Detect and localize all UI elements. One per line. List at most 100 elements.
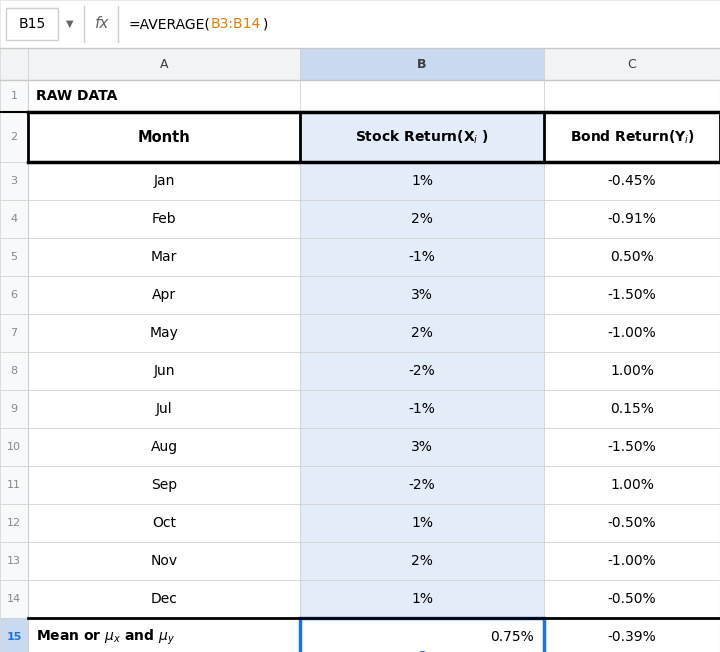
Bar xyxy=(0,390,28,428)
Text: 5: 5 xyxy=(11,252,17,262)
Text: -0.39%: -0.39% xyxy=(608,630,657,644)
Text: 1%: 1% xyxy=(411,174,433,188)
Text: -2%: -2% xyxy=(409,478,436,492)
Bar xyxy=(0,200,28,238)
Text: Mar: Mar xyxy=(150,250,177,264)
Text: Apr: Apr xyxy=(152,288,176,302)
Bar xyxy=(0,466,28,504)
Bar xyxy=(544,80,720,112)
Text: Feb: Feb xyxy=(152,212,176,226)
Bar xyxy=(300,580,544,618)
Bar xyxy=(28,618,300,652)
Text: 4: 4 xyxy=(10,214,17,224)
Bar xyxy=(0,0,720,48)
Text: -0.50%: -0.50% xyxy=(608,516,657,530)
Bar xyxy=(544,238,720,276)
Text: 1%: 1% xyxy=(411,516,433,530)
Bar xyxy=(544,504,720,542)
Bar xyxy=(300,618,544,652)
Text: May: May xyxy=(150,326,179,340)
Text: -1.50%: -1.50% xyxy=(608,440,657,454)
Text: B15: B15 xyxy=(19,17,45,31)
Bar xyxy=(0,80,28,112)
Text: Month: Month xyxy=(138,130,190,145)
Bar xyxy=(28,352,300,390)
Text: 1%: 1% xyxy=(411,592,433,606)
Bar xyxy=(0,352,28,390)
Text: 1.00%: 1.00% xyxy=(610,478,654,492)
Bar xyxy=(300,504,544,542)
Bar xyxy=(544,390,720,428)
Text: 0.15%: 0.15% xyxy=(610,402,654,416)
Bar xyxy=(0,542,28,580)
Text: -0.50%: -0.50% xyxy=(608,592,657,606)
Bar xyxy=(300,200,544,238)
Bar xyxy=(544,162,720,200)
Bar xyxy=(544,200,720,238)
Bar xyxy=(28,466,300,504)
Bar xyxy=(28,48,300,80)
Bar xyxy=(0,580,28,618)
Text: Sep: Sep xyxy=(151,478,177,492)
Bar xyxy=(544,428,720,466)
Text: 8: 8 xyxy=(10,366,17,376)
Text: Aug: Aug xyxy=(150,440,178,454)
Bar xyxy=(544,618,720,652)
Bar xyxy=(0,162,28,200)
Text: Dec: Dec xyxy=(150,592,177,606)
Bar xyxy=(28,428,300,466)
Bar xyxy=(0,238,28,276)
Text: ): ) xyxy=(263,17,269,31)
Bar xyxy=(28,580,300,618)
Bar xyxy=(28,80,300,112)
Bar xyxy=(28,504,300,542)
Text: C: C xyxy=(628,57,636,70)
Bar xyxy=(544,466,720,504)
Text: 3%: 3% xyxy=(411,440,433,454)
Text: 0.50%: 0.50% xyxy=(610,250,654,264)
Bar xyxy=(300,390,544,428)
Text: 12: 12 xyxy=(7,518,21,528)
Bar xyxy=(300,276,544,314)
Bar xyxy=(300,428,544,466)
Text: 2%: 2% xyxy=(411,326,433,340)
Text: 15: 15 xyxy=(6,632,22,642)
Bar xyxy=(0,314,28,352)
Text: 3: 3 xyxy=(11,176,17,186)
Bar xyxy=(300,542,544,580)
Text: -1%: -1% xyxy=(408,402,436,416)
Text: fx: fx xyxy=(95,16,109,31)
Text: 10: 10 xyxy=(7,442,21,452)
Bar xyxy=(28,542,300,580)
Text: Bond Return(Y$_i$): Bond Return(Y$_i$) xyxy=(570,128,694,145)
Text: Oct: Oct xyxy=(152,516,176,530)
Text: ▼: ▼ xyxy=(66,19,73,29)
Bar xyxy=(28,112,300,162)
Text: Jun: Jun xyxy=(153,364,175,378)
Bar xyxy=(544,580,720,618)
Bar xyxy=(28,238,300,276)
Text: Stock Return(X$_i$ ): Stock Return(X$_i$ ) xyxy=(355,128,489,145)
Text: 2%: 2% xyxy=(411,212,433,226)
Text: 1.00%: 1.00% xyxy=(610,364,654,378)
Text: 0.75%: 0.75% xyxy=(490,630,534,644)
Text: 3%: 3% xyxy=(411,288,433,302)
Bar xyxy=(0,276,28,314)
Text: RAW DATA: RAW DATA xyxy=(36,89,117,103)
Bar xyxy=(28,200,300,238)
Bar xyxy=(300,80,544,112)
Text: 11: 11 xyxy=(7,480,21,490)
Bar xyxy=(0,504,28,542)
Bar xyxy=(300,314,544,352)
Text: Nov: Nov xyxy=(150,554,178,568)
Bar xyxy=(0,428,28,466)
Text: Mean or $\mu_x$ and $\mu_y$: Mean or $\mu_x$ and $\mu_y$ xyxy=(36,627,175,647)
Bar xyxy=(544,352,720,390)
Bar xyxy=(300,162,544,200)
Text: -1%: -1% xyxy=(408,250,436,264)
Text: Jul: Jul xyxy=(156,402,172,416)
Text: -1.00%: -1.00% xyxy=(608,554,657,568)
Bar xyxy=(28,314,300,352)
Text: -2%: -2% xyxy=(409,364,436,378)
Text: =AVERAGE(: =AVERAGE( xyxy=(128,17,210,31)
